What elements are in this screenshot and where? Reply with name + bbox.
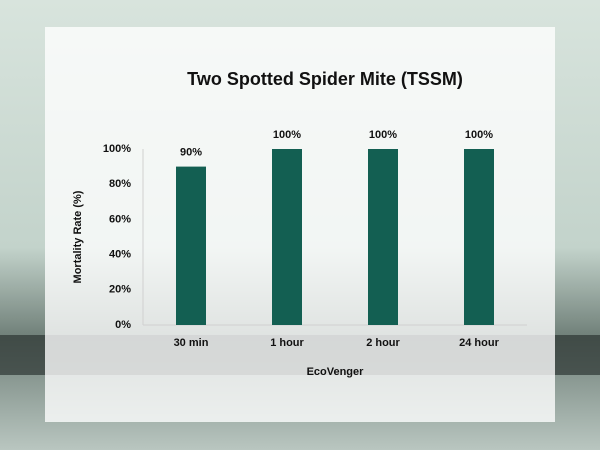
x-tick-label: 24 hour bbox=[459, 337, 499, 349]
chart-title: Two Spotted Spider Mite (TSSM) bbox=[187, 69, 463, 89]
x-tick-label: 1 hour bbox=[270, 337, 304, 349]
y-tick-label: 60% bbox=[109, 213, 131, 225]
bar bbox=[464, 149, 494, 325]
bar bbox=[176, 166, 206, 325]
value-label: 100% bbox=[273, 129, 301, 141]
y-tick-label: 40% bbox=[109, 249, 131, 261]
x-axis-label: EcoVenger bbox=[307, 366, 365, 378]
y-tick-label: 20% bbox=[109, 284, 131, 296]
y-tick-label: 80% bbox=[109, 178, 131, 190]
y-tick-label: 0% bbox=[115, 319, 131, 331]
y-axis-label: Mortality Rate (%) bbox=[72, 190, 84, 283]
bar bbox=[272, 149, 302, 325]
y-tick-label: 100% bbox=[103, 143, 131, 155]
x-tick-label: 2 hour bbox=[366, 337, 400, 349]
value-label: 100% bbox=[369, 129, 397, 141]
value-label: 100% bbox=[465, 129, 493, 141]
bar bbox=[368, 149, 398, 325]
value-label: 90% bbox=[180, 147, 202, 159]
x-tick-label: 30 min bbox=[174, 337, 209, 349]
